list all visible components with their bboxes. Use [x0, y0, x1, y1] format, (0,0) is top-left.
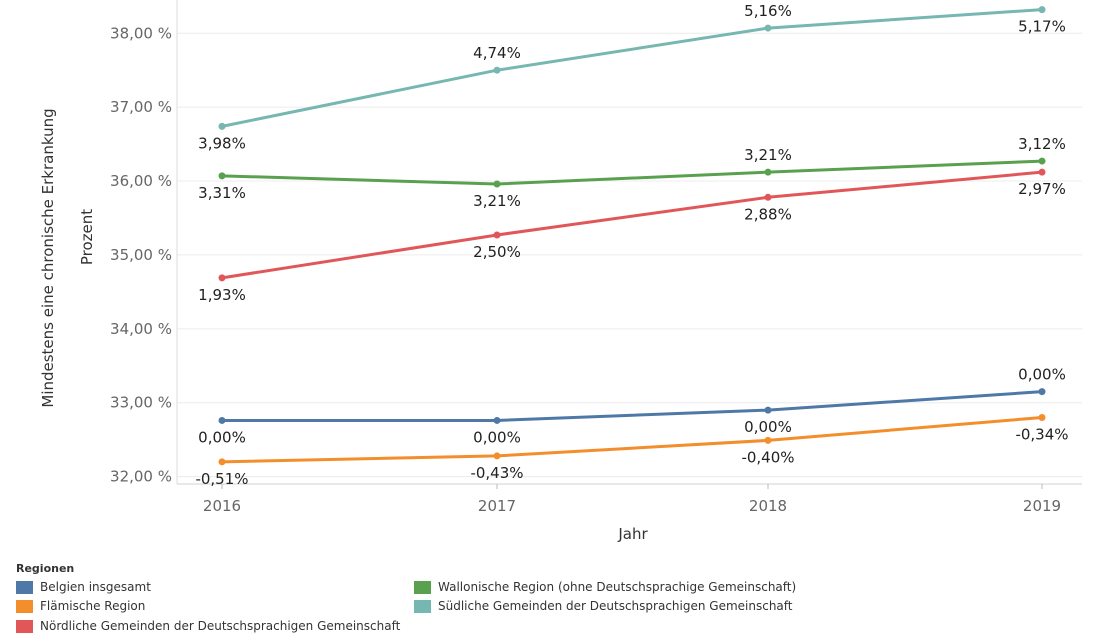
y-tick-label: 36,00 %: [110, 172, 172, 190]
data-label: 0,00%: [1018, 366, 1066, 384]
x-tick-label: 2019: [1023, 497, 1061, 515]
data-label: 5,16%: [744, 2, 792, 20]
axes: 32,00 % 33,00 % 34,00 % 35,00 % 36,00 % 37,00…: [110, 0, 1082, 515]
y-tick-label: 33,00 %: [110, 394, 172, 412]
data-label: -0,40%: [741, 448, 794, 466]
x-tick-label: 2018: [749, 497, 787, 515]
data-point: [764, 168, 772, 176]
legend: Regionen Belgien insgesamt Flämische Regi…: [16, 562, 1086, 640]
data-point: [493, 452, 501, 460]
legend-item: Wallonische Region (ohne Deutschsprachig…: [414, 578, 796, 596]
data-label: 0,00%: [744, 418, 792, 436]
data-label: 3,21%: [473, 192, 521, 210]
legend-label: Belgien insgesamt: [40, 580, 151, 594]
data-point: [764, 193, 772, 201]
data-point: [1038, 6, 1046, 14]
data-label: 3,98%: [198, 134, 246, 152]
y-tick-label: 34,00 %: [110, 320, 172, 338]
data-point: [218, 122, 226, 130]
data-label: -0,43%: [470, 464, 523, 482]
legend-label: Nördliche Gemeinden der Deutschsprachige…: [40, 619, 401, 633]
data-point: [1038, 413, 1046, 421]
data-label: 3,21%: [744, 146, 792, 164]
legend-swatch: [16, 599, 33, 613]
data-point: [764, 406, 772, 414]
data-point: [493, 231, 501, 239]
legend-item: Belgien insgesamt: [16, 578, 151, 596]
y-tick-label: 38,00 %: [110, 24, 172, 42]
x-tick-label: 2017: [478, 497, 516, 515]
legend-swatch: [414, 580, 431, 594]
legend-label: Flämische Region: [40, 599, 146, 613]
y-tick-label: 35,00 %: [110, 246, 172, 264]
series-line: [220, 390, 1044, 422]
x-axis-title: Jahr: [617, 525, 648, 543]
data-label: 5,17%: [1018, 18, 1066, 36]
legend-item: Nördliche Gemeinden der Deutschsprachige…: [16, 617, 400, 635]
data-point: [1038, 168, 1046, 176]
data-label: 2,50%: [473, 243, 521, 261]
gridlines: [177, 32, 1082, 478]
series-line: [220, 415, 1044, 464]
data-point: [218, 458, 226, 466]
data-label: 0,00%: [473, 428, 521, 446]
data-point: [764, 436, 772, 444]
data-label: 0,00%: [198, 428, 246, 446]
y-axis-title-line1: Mindestens eine chronische Erkrankung: [39, 108, 57, 407]
legend-item: Südliche Gemeinden der Deutschsprachigen…: [414, 597, 793, 615]
data-point: [764, 24, 772, 32]
legend-swatch: [16, 580, 33, 594]
series-line: [220, 8, 1044, 128]
y-axis-title-line2: Prozent: [78, 209, 96, 265]
legend-swatch: [16, 619, 33, 633]
legend-swatch: [414, 599, 431, 613]
series-lines: [218, 6, 1046, 466]
y-tick-label: 32,00 %: [110, 468, 172, 486]
legend-item: Flämische Region: [16, 597, 145, 615]
legend-label: Südliche Gemeinden der Deutschsprachigen…: [438, 599, 793, 613]
data-label: 1,93%: [198, 286, 246, 304]
data-label: -0,34%: [1015, 425, 1068, 443]
data-point: [493, 180, 501, 188]
data-point: [218, 274, 226, 282]
data-label: -0,51%: [195, 470, 248, 488]
data-point: [493, 416, 501, 424]
series-line: [220, 159, 1044, 186]
series-line: [220, 170, 1044, 280]
legend-label: Wallonische Region (ohne Deutschsprachig…: [438, 580, 797, 594]
data-point: [218, 172, 226, 180]
data-point: [493, 66, 501, 74]
data-point: [1038, 388, 1046, 396]
legend-title: Regionen: [16, 562, 75, 575]
data-label: 4,74%: [473, 44, 521, 62]
data-point: [1038, 157, 1046, 165]
data-point: [218, 416, 226, 424]
data-label: 2,88%: [744, 205, 792, 223]
data-label: 3,31%: [198, 184, 246, 202]
x-tick-label: 2016: [203, 497, 241, 515]
data-label: 2,97%: [1018, 180, 1066, 198]
data-labels: 3,98% 4,74% 5,16% 5,17% 3,31% 3,21% 3,21% 3,12%…: [195, 2, 1068, 488]
data-label: 3,12%: [1018, 135, 1066, 153]
y-tick-label: 37,00 %: [110, 98, 172, 116]
